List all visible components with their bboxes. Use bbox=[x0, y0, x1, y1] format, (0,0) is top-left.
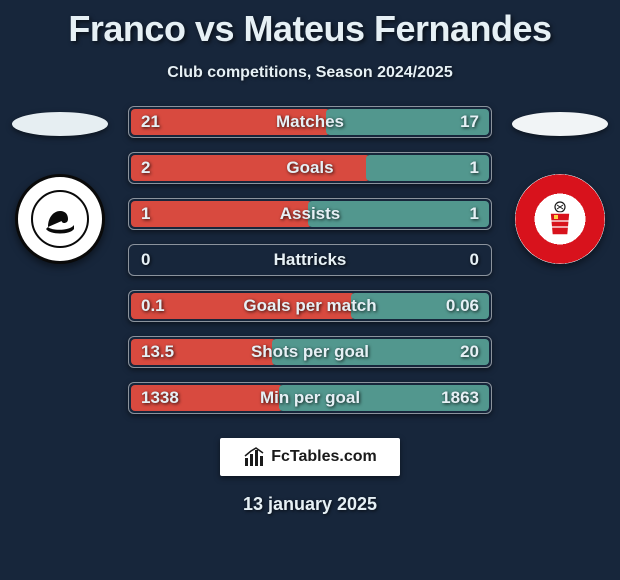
stat-row: 21 17 Matches bbox=[128, 106, 492, 138]
comparison-subtitle: Club competitions, Season 2024/2025 bbox=[0, 64, 620, 82]
stat-label: Goals bbox=[286, 158, 333, 178]
brand-text: FcTables.com bbox=[271, 448, 377, 466]
stat-label: Assists bbox=[280, 204, 340, 224]
stat-fill-left bbox=[131, 155, 370, 181]
stat-value-right: 20 bbox=[460, 342, 479, 362]
stat-value-left: 2 bbox=[141, 158, 150, 178]
stat-row: 13.5 20 Shots per goal bbox=[128, 336, 492, 368]
stat-value-right: 1 bbox=[470, 204, 479, 224]
stat-label: Goals per match bbox=[243, 296, 376, 316]
stat-row: 1 1 Assists bbox=[128, 198, 492, 230]
stat-label: Shots per goal bbox=[251, 342, 369, 362]
left-side bbox=[0, 106, 120, 264]
stat-value-right: 1863 bbox=[441, 388, 479, 408]
stat-value-left: 0.1 bbox=[141, 296, 165, 316]
stat-value-left: 0 bbox=[141, 250, 150, 270]
brand-chart-icon bbox=[243, 446, 265, 468]
stat-value-right: 0.06 bbox=[446, 296, 479, 316]
right-side bbox=[500, 106, 620, 264]
comparison-title: Franco vs Mateus Fernandes bbox=[0, 0, 620, 50]
stats-bars: 2117Matches21Goals11Assists00Hattricks0.… bbox=[120, 106, 500, 414]
brand-badge: FcTables.com bbox=[220, 438, 400, 476]
stat-row: 1338 1863 Min per goal bbox=[128, 382, 492, 414]
stat-label: Matches bbox=[276, 112, 344, 132]
left-team-crest bbox=[15, 174, 105, 264]
stat-value-right: 17 bbox=[460, 112, 479, 132]
stat-label: Hattricks bbox=[274, 250, 347, 270]
snapshot-date: 13 january 2025 bbox=[0, 494, 620, 515]
stat-row: 0 0 Hattricks bbox=[128, 244, 492, 276]
stat-value-right: 1 bbox=[470, 158, 479, 178]
stat-value-right: 0 bbox=[470, 250, 479, 270]
comparison-body: 2117Matches21Goals11Assists00Hattricks0.… bbox=[0, 106, 620, 414]
stat-value-left: 1 bbox=[141, 204, 150, 224]
stat-row: 0.1 0.06 Goals per match bbox=[128, 290, 492, 322]
stat-value-left: 21 bbox=[141, 112, 160, 132]
swan-icon bbox=[30, 189, 90, 249]
right-player-placeholder bbox=[512, 112, 608, 136]
stat-value-left: 1338 bbox=[141, 388, 179, 408]
left-player-placeholder bbox=[12, 112, 108, 136]
stat-label: Min per goal bbox=[260, 388, 360, 408]
stat-value-left: 13.5 bbox=[141, 342, 174, 362]
stat-row: 2 1 Goals bbox=[128, 152, 492, 184]
right-team-crest bbox=[515, 174, 605, 264]
saints-icon bbox=[536, 195, 584, 243]
